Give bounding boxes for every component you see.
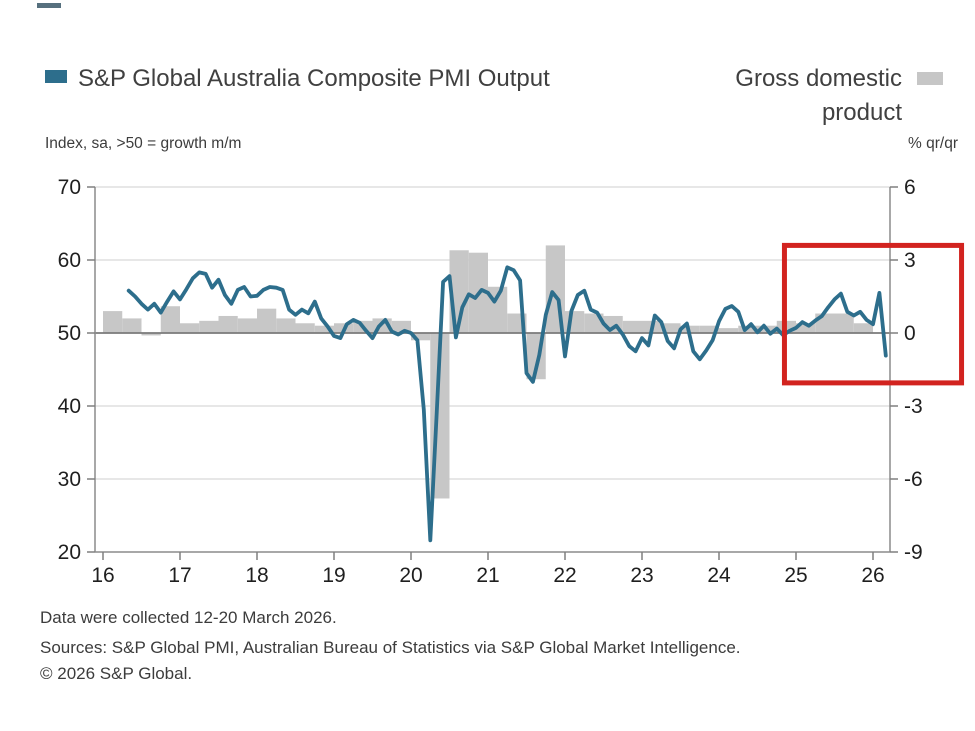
gdp-bar: [699, 325, 719, 333]
axis-tick-label: 17: [168, 564, 191, 587]
footer-note-sources: Sources: S&P Global PMI, Australian Bure…: [40, 638, 741, 657]
gdp-bar: [218, 315, 238, 333]
gdp-bar: [276, 318, 296, 333]
pmi-legend-swatch: [45, 70, 67, 83]
axis-tick-label: -6: [904, 468, 923, 491]
gdp-bar: [796, 323, 816, 333]
crop-artifact-mark: [37, 3, 61, 8]
axis-tick-label: 21: [476, 564, 499, 587]
gdp-bar: [719, 328, 739, 333]
axis-tick-label: 19: [322, 564, 345, 587]
axis-tick-label: 24: [707, 564, 731, 587]
footer-note-copyright: © 2026 S&P Global.: [40, 664, 193, 683]
axis-tick-label: 16: [91, 564, 114, 587]
highlight-box: [781, 242, 965, 386]
right-axis-subtitle: % qr/qr: [908, 135, 958, 152]
footer-note-collection: Data were collected 12-20 March 2026.: [40, 608, 337, 627]
pmi-legend-label: S&P Global Australia Composite PMI Outpu…: [78, 65, 550, 92]
axis-tick-label: 0: [904, 322, 916, 345]
gdp-bar: [257, 308, 277, 333]
axis-tick-label: 50: [58, 322, 81, 345]
axis-tick-label: 6: [904, 176, 916, 199]
gdp-bar: [834, 313, 854, 333]
gdp-bar: [853, 323, 873, 333]
gdp-bar: [622, 320, 642, 333]
axis-tick-label: -3: [904, 395, 923, 418]
gdp-bar: [295, 323, 315, 333]
gdp-bar: [180, 323, 200, 333]
axis-tick-label: 3: [904, 249, 916, 272]
axis-tick-label: 40: [58, 395, 81, 418]
gdp-bar: [411, 333, 431, 341]
left-axis-subtitle: Index, sa, >50 = growth m/m: [45, 135, 242, 152]
gdp-legend-label: Gross domestic product: [735, 65, 902, 126]
axis-tick-label: 20: [399, 564, 422, 587]
axis-tick-label: 26: [861, 564, 884, 587]
gdp-bar: [199, 320, 219, 333]
gdp-bar: [237, 318, 257, 333]
gdp-bar: [103, 311, 123, 333]
axis-tick-label: 23: [630, 564, 653, 587]
axis-tick-label: 25: [784, 564, 807, 587]
gdp-bar: [122, 318, 142, 333]
axis-tick-label: 60: [58, 249, 81, 272]
axis-tick-label: -9: [904, 541, 923, 564]
axis-tick-label: 30: [58, 468, 81, 491]
gdp-legend-swatch: [917, 72, 943, 85]
axis-tick-label: 18: [245, 564, 268, 587]
pmi-line: [126, 265, 888, 543]
axis-tick-label: 20: [58, 541, 81, 564]
gdp-bar: [661, 323, 681, 333]
gdp-bar: [141, 333, 161, 336]
gdp-bar: [160, 306, 180, 333]
gdp-bar: [314, 325, 334, 333]
axis-tick-label: 22: [553, 564, 576, 587]
axis-tick-label: 70: [58, 176, 81, 199]
